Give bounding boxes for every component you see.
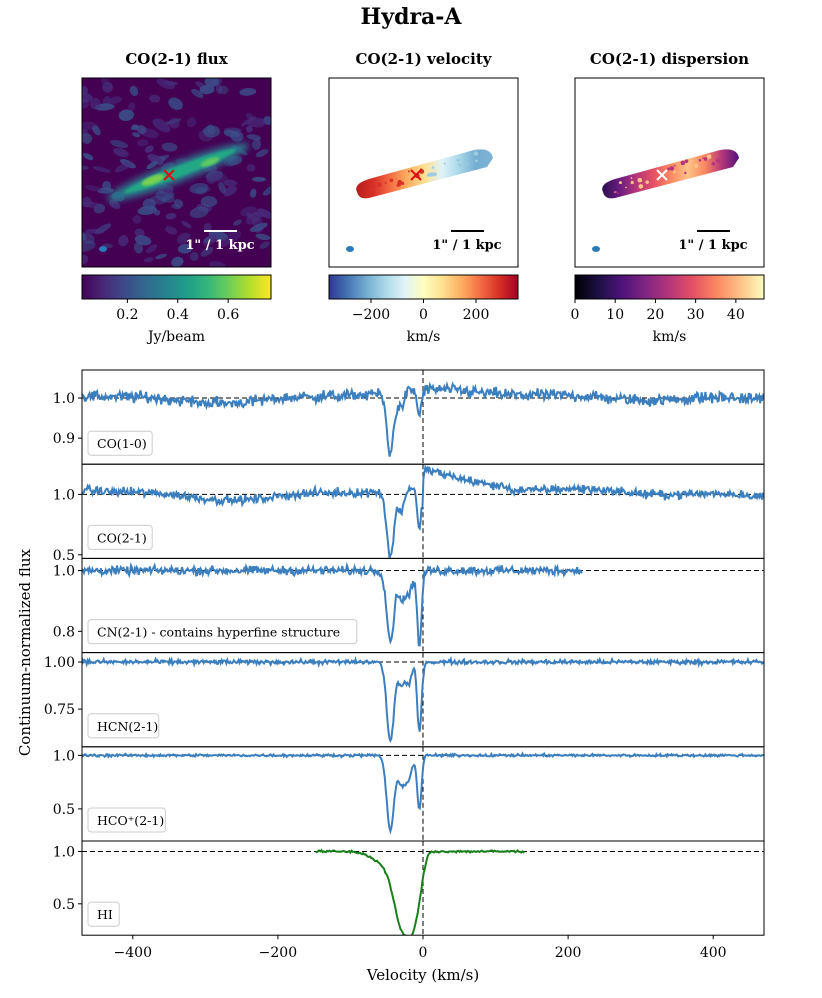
colorbar-tick-label: 0 xyxy=(419,307,428,323)
legend-label: HCO⁺(2-1) xyxy=(97,813,164,828)
x-tick-label: −400 xyxy=(114,945,152,961)
y-tick-label: 1.0 xyxy=(53,564,75,580)
y-tick-label: 0.5 xyxy=(53,548,75,564)
colorbar-tick-label: 30 xyxy=(687,307,705,323)
spectrum-panel-0: 1.0 0.9 CO(1-0) xyxy=(53,369,765,465)
y-tick-label: 0.9 xyxy=(53,431,75,447)
colorbar-bar xyxy=(81,274,272,300)
legend-label: HI xyxy=(97,907,113,922)
colorbar-label: km/s xyxy=(653,329,687,345)
y-tick-label: 1.0 xyxy=(53,391,75,407)
beam-ellipse xyxy=(346,246,354,252)
y-tick-label: 0.5 xyxy=(53,897,75,913)
legend-label: CO(2-1) xyxy=(97,530,147,545)
map-frame xyxy=(81,77,272,268)
spectrum-line xyxy=(82,380,764,457)
colorbar-label: km/s xyxy=(407,329,441,345)
y-tick-label: 1.0 xyxy=(53,844,75,860)
legend-box xyxy=(87,430,153,456)
x-tick-label: 400 xyxy=(700,945,727,961)
colorbar-bar xyxy=(574,274,765,300)
y-tick-label: 1.00 xyxy=(44,655,75,671)
map-title: CO(2-1) dispersion xyxy=(590,50,749,68)
scalebar-label: 1" / 1 kpc xyxy=(678,238,747,253)
colorbar-1: −200 0 200 km/s xyxy=(328,274,519,345)
y-tick-label: 1.0 xyxy=(53,748,75,764)
colorbar-tick-label: 0 xyxy=(571,307,580,323)
center-marker xyxy=(163,169,175,181)
map-panel-2: CO(2-1) dispersion 1" / 1 kpc 0 10 20 30 40 km/… xyxy=(571,50,765,345)
center-marker xyxy=(410,169,422,181)
colorbar-tick-label: 0.6 xyxy=(217,307,239,323)
legend-box xyxy=(87,901,120,927)
x-axis-label: Velocity (km/s) xyxy=(366,966,479,984)
colorbar-tick-label: 20 xyxy=(647,307,665,323)
colorbar-tick-label: 40 xyxy=(727,307,745,323)
map-panel-1: CO(2-1) velocity 1" / 1 kpc −200 0 200 km/s xyxy=(328,50,519,345)
spectrum-line xyxy=(82,655,764,744)
legend-label: CN(2-1) - contains hyperfine structure xyxy=(97,625,340,640)
y-tick-label: 0.5 xyxy=(53,802,75,818)
scalebar-label: 1" / 1 kpc xyxy=(432,238,501,253)
beam-ellipse xyxy=(99,246,107,252)
spectrum-line xyxy=(82,561,583,647)
map-title: CO(2-1) flux xyxy=(125,50,228,68)
x-tick-label: 0 xyxy=(419,945,428,961)
x-tick-label: −200 xyxy=(259,945,297,961)
colorbar-tick-label: 0.4 xyxy=(167,307,189,323)
flux-image xyxy=(82,78,271,267)
spectrum-line xyxy=(315,848,526,936)
legend-box xyxy=(87,807,166,833)
spectrum-panel-4: 1.0 0.5 HCO⁺(2-1) xyxy=(53,746,765,842)
dispersion-emission xyxy=(602,149,739,199)
map-frame xyxy=(328,77,519,268)
spectrum-panel-5: 1.0 0.5 HI xyxy=(53,840,765,936)
x-tick-label: 200 xyxy=(555,945,582,961)
spectrum-line xyxy=(82,751,764,835)
spectrum-panel-2: 1.0 0.8 CN(2-1) - contains hyperfine struc… xyxy=(53,557,765,654)
scalebar-label: 1" / 1 kpc xyxy=(185,238,254,253)
center-marker xyxy=(656,169,668,181)
legend-box xyxy=(87,524,153,550)
spectrum-panel-1: 1.0 0.5 CO(2-1) xyxy=(53,463,765,564)
colorbar-bar xyxy=(328,274,519,300)
map-panel-0: CO(2-1) flux 1" / 1 kpc 0.2 0.4 0.6 Jy/beam xyxy=(81,50,272,345)
spectrum-line xyxy=(82,464,764,559)
legend-box xyxy=(87,619,358,645)
spectrum-panel-3: 1.00 0.75 HCN(2-1) xyxy=(44,652,765,748)
colorbar-2: 0 10 20 30 40 km/s xyxy=(571,274,765,345)
y-axis-label: Continuum-normalized flux xyxy=(16,548,34,756)
colorbar-label: Jy/beam xyxy=(146,329,205,345)
y-tick-label: 0.75 xyxy=(44,702,75,718)
legend-label: HCN(2-1) xyxy=(97,719,158,734)
y-tick-label: 1.0 xyxy=(53,487,75,503)
colorbar-0: 0.2 0.4 0.6 Jy/beam xyxy=(81,274,272,345)
legend-box xyxy=(87,713,160,739)
map-title: CO(2-1) velocity xyxy=(356,50,493,68)
figure-title: Hydra-A xyxy=(360,4,462,30)
colorbar-tick-label: 200 xyxy=(463,307,490,323)
y-tick-label: 0.8 xyxy=(53,624,75,640)
legend-label: CO(1-0) xyxy=(97,436,147,451)
colorbar-tick-label: −200 xyxy=(352,307,390,323)
map-frame xyxy=(574,77,765,268)
beam-ellipse xyxy=(592,246,600,252)
colorbar-tick-label: 0.2 xyxy=(116,307,138,323)
colorbar-tick-label: 10 xyxy=(606,307,624,323)
